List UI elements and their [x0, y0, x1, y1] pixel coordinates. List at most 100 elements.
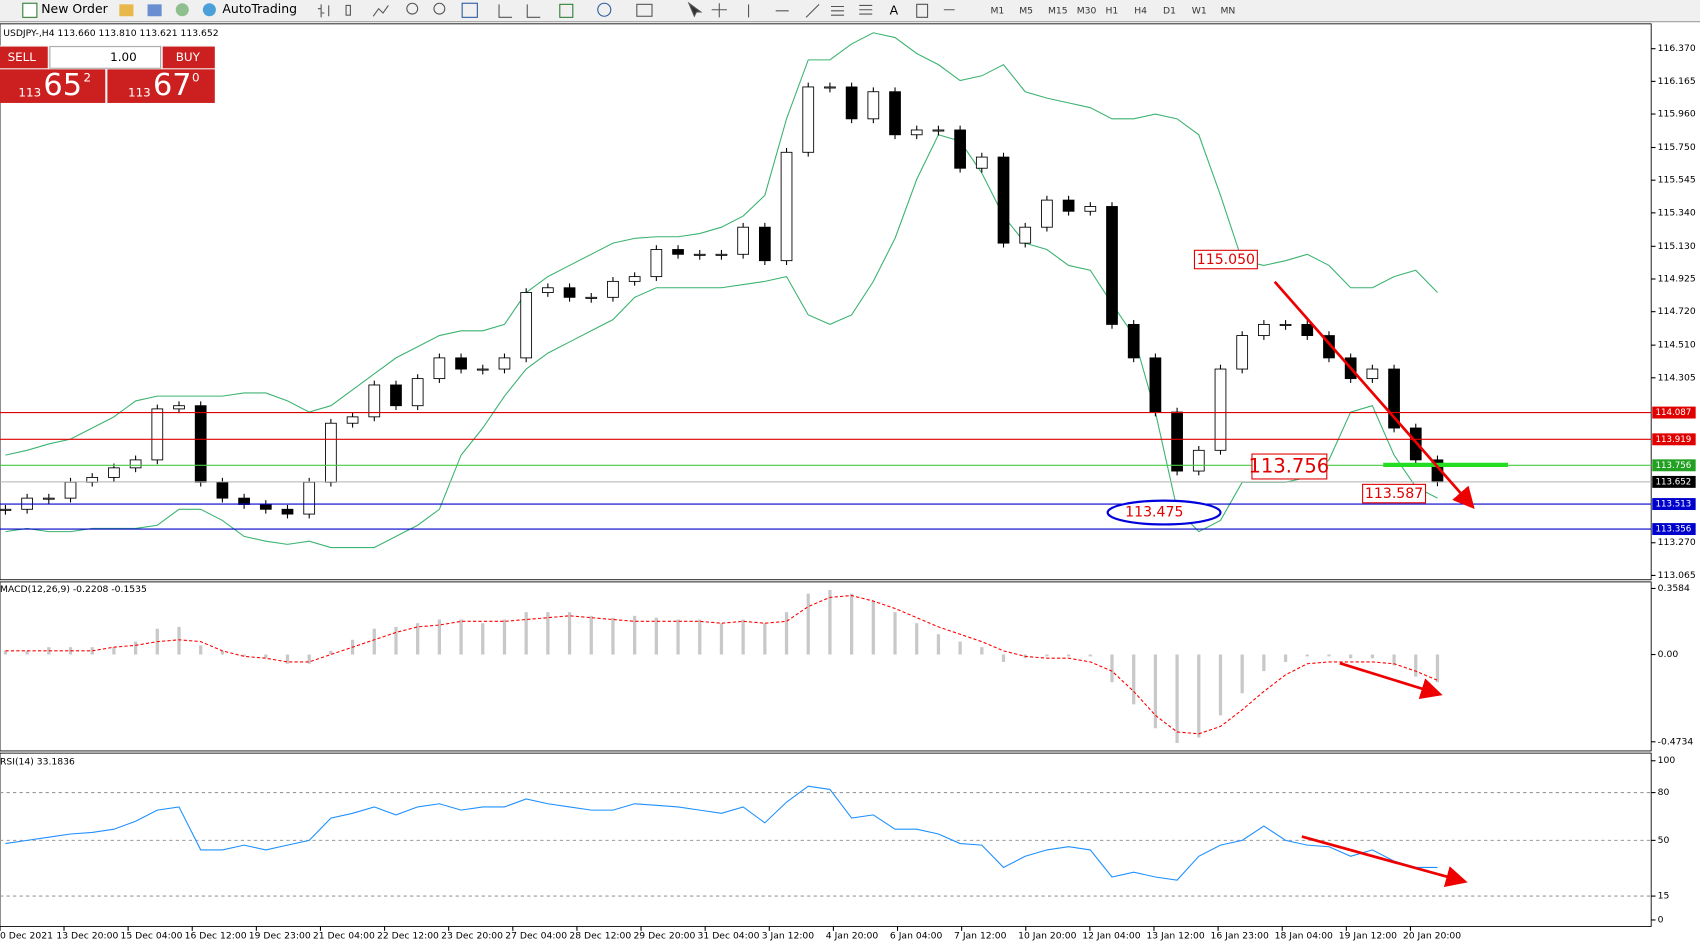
annotation-box — [1362, 483, 1427, 504]
sell-button-bg[interactable] — [0, 46, 48, 69]
tool-icon[interactable] — [119, 4, 134, 17]
price-level-label: 114.087 — [1656, 408, 1692, 418]
sell-price-main[interactable]: 65 — [43, 68, 82, 103]
y-tick-label: 0.3584 — [1658, 583, 1690, 594]
line-icon[interactable] — [372, 5, 389, 17]
timeframe-button[interactable]: W1 — [1192, 5, 1207, 16]
x-tick-label: 13 Dec 20:00 — [56, 931, 118, 942]
x-tick-label: 28 Dec 12:00 — [569, 931, 631, 942]
buy-price-big[interactable]: 113 — [128, 86, 151, 100]
x-tick-label: 20 Jan 20:00 — [1403, 931, 1461, 942]
x-tick-label: 3 Jan 12:00 — [762, 931, 815, 942]
indicators-icon[interactable] — [559, 3, 574, 18]
x-tick-label: 19 Dec 23:00 — [249, 931, 311, 942]
shift-icon[interactable] — [526, 4, 541, 18]
candle-body — [108, 467, 120, 478]
x-tick-label: 15 Dec 04:00 — [121, 931, 183, 942]
timeframe-button[interactable]: M15 — [1048, 5, 1068, 16]
fibo-icons[interactable] — [831, 4, 873, 16]
zoom-out-icon[interactable] — [433, 2, 446, 15]
annotation: 113.756 — [1248, 455, 1329, 478]
new-order-button[interactable]: New Order — [41, 1, 108, 16]
candle-body — [455, 357, 467, 370]
price-level-tag — [1652, 433, 1696, 446]
tile-icon[interactable] — [461, 2, 478, 18]
candle-body — [910, 129, 923, 136]
buy-button[interactable]: BUY — [176, 50, 201, 64]
crosshair-icon[interactable] — [711, 3, 727, 18]
y-tick-label: 15 — [1658, 891, 1670, 902]
price-level-tag — [1652, 406, 1696, 419]
candle-body — [1214, 368, 1227, 451]
candle-body — [368, 384, 381, 418]
periods-icon[interactable] — [597, 2, 612, 17]
y-tick-label: 114.510 — [1658, 340, 1696, 351]
candle-body — [954, 129, 966, 169]
timeframe-button[interactable]: M30 — [1077, 5, 1097, 16]
templates-icon[interactable] — [636, 3, 653, 17]
timeframe-button[interactable]: D1 — [1163, 5, 1176, 16]
candle-body — [1279, 323, 1292, 326]
auto-trading-icon[interactable] — [202, 3, 216, 17]
y-tick-label: 115.750 — [1658, 142, 1696, 153]
timeframe-button[interactable]: H1 — [1105, 5, 1118, 16]
sell-price-big[interactable]: 113 — [18, 86, 41, 100]
y-tick-label: 116.165 — [1658, 76, 1696, 87]
annotation-box — [1193, 249, 1258, 270]
scroll-icon[interactable] — [498, 4, 513, 18]
x-tick-label: 16 Dec 12:00 — [185, 931, 247, 942]
x-tick-label: 6 Jan 04:00 — [890, 931, 943, 942]
cursor-icon[interactable] — [687, 1, 703, 18]
timeframe-button[interactable]: M5 — [1019, 5, 1033, 16]
y-tick-label: 115.960 — [1658, 109, 1696, 120]
price-level-label: 113.513 — [1656, 500, 1692, 510]
main-frame — [0, 23, 1652, 581]
y-tick-label: 114.305 — [1658, 372, 1696, 383]
timeframe-button[interactable]: MN — [1220, 5, 1235, 16]
sell-price-pip[interactable]: 2 — [84, 71, 92, 85]
lot-value[interactable]: 1.00 — [110, 50, 137, 64]
candle-body — [281, 508, 294, 515]
tool-icon[interactable] — [147, 4, 162, 17]
text-icons[interactable] — [916, 3, 955, 18]
toolbar-icons — [317, 1, 955, 18]
candle-body — [758, 226, 771, 262]
bar-icon[interactable] — [317, 4, 330, 18]
candle-body — [650, 249, 663, 278]
candle-body — [1149, 357, 1162, 413]
annotations: 115.050 113.756 113.587 113.475 — [1106, 249, 1508, 888]
candle-body — [1388, 368, 1400, 429]
new-order-icon[interactable] — [22, 2, 38, 18]
y-tick-label: 114.925 — [1658, 274, 1696, 285]
buy-button-bg[interactable] — [162, 46, 215, 69]
price-level-label: 113.756 — [1656, 461, 1692, 471]
buy-price-bg[interactable] — [107, 69, 215, 103]
candle-icon[interactable] — [345, 4, 351, 16]
text-tool[interactable]: A — [890, 2, 899, 17]
x-tick-label: 16 Jan 23:00 — [1211, 931, 1269, 942]
candle-body — [1041, 199, 1053, 228]
y-tick-label: 116.370 — [1658, 43, 1696, 54]
x-tick-label: 19 Jan 12:00 — [1339, 931, 1397, 942]
timeframe-button[interactable]: M1 — [990, 5, 1004, 16]
x-tick-label: 0 Dec 2021 — [0, 931, 53, 942]
x-tick-label: 29 Dec 20:00 — [633, 931, 695, 942]
candle-body — [563, 287, 576, 298]
y-tick-label: 100 — [1658, 755, 1676, 766]
chart-layer: 116.370 116.165 115.960 115.750 115.545 115.3… — [0, 32, 1696, 942]
lot-input[interactable] — [49, 46, 162, 69]
draw-icons[interactable] — [748, 3, 820, 18]
buy-price-main[interactable]: 67 — [153, 68, 192, 103]
y-tick-label: 115.130 — [1658, 241, 1696, 252]
sell-button[interactable]: SELL — [8, 50, 37, 64]
candle-body — [693, 253, 706, 256]
buy-price-pip[interactable]: 0 — [192, 71, 200, 85]
zoom-in-icon[interactable] — [406, 2, 419, 15]
timeframe-button[interactable]: H4 — [1134, 5, 1147, 16]
sell-price-bg[interactable] — [0, 69, 106, 103]
auto-trading-button[interactable]: AutoTrading — [222, 1, 297, 16]
candle-body — [411, 378, 424, 407]
annotation-ellipse — [1106, 499, 1222, 526]
tool-icon[interactable] — [175, 3, 189, 17]
